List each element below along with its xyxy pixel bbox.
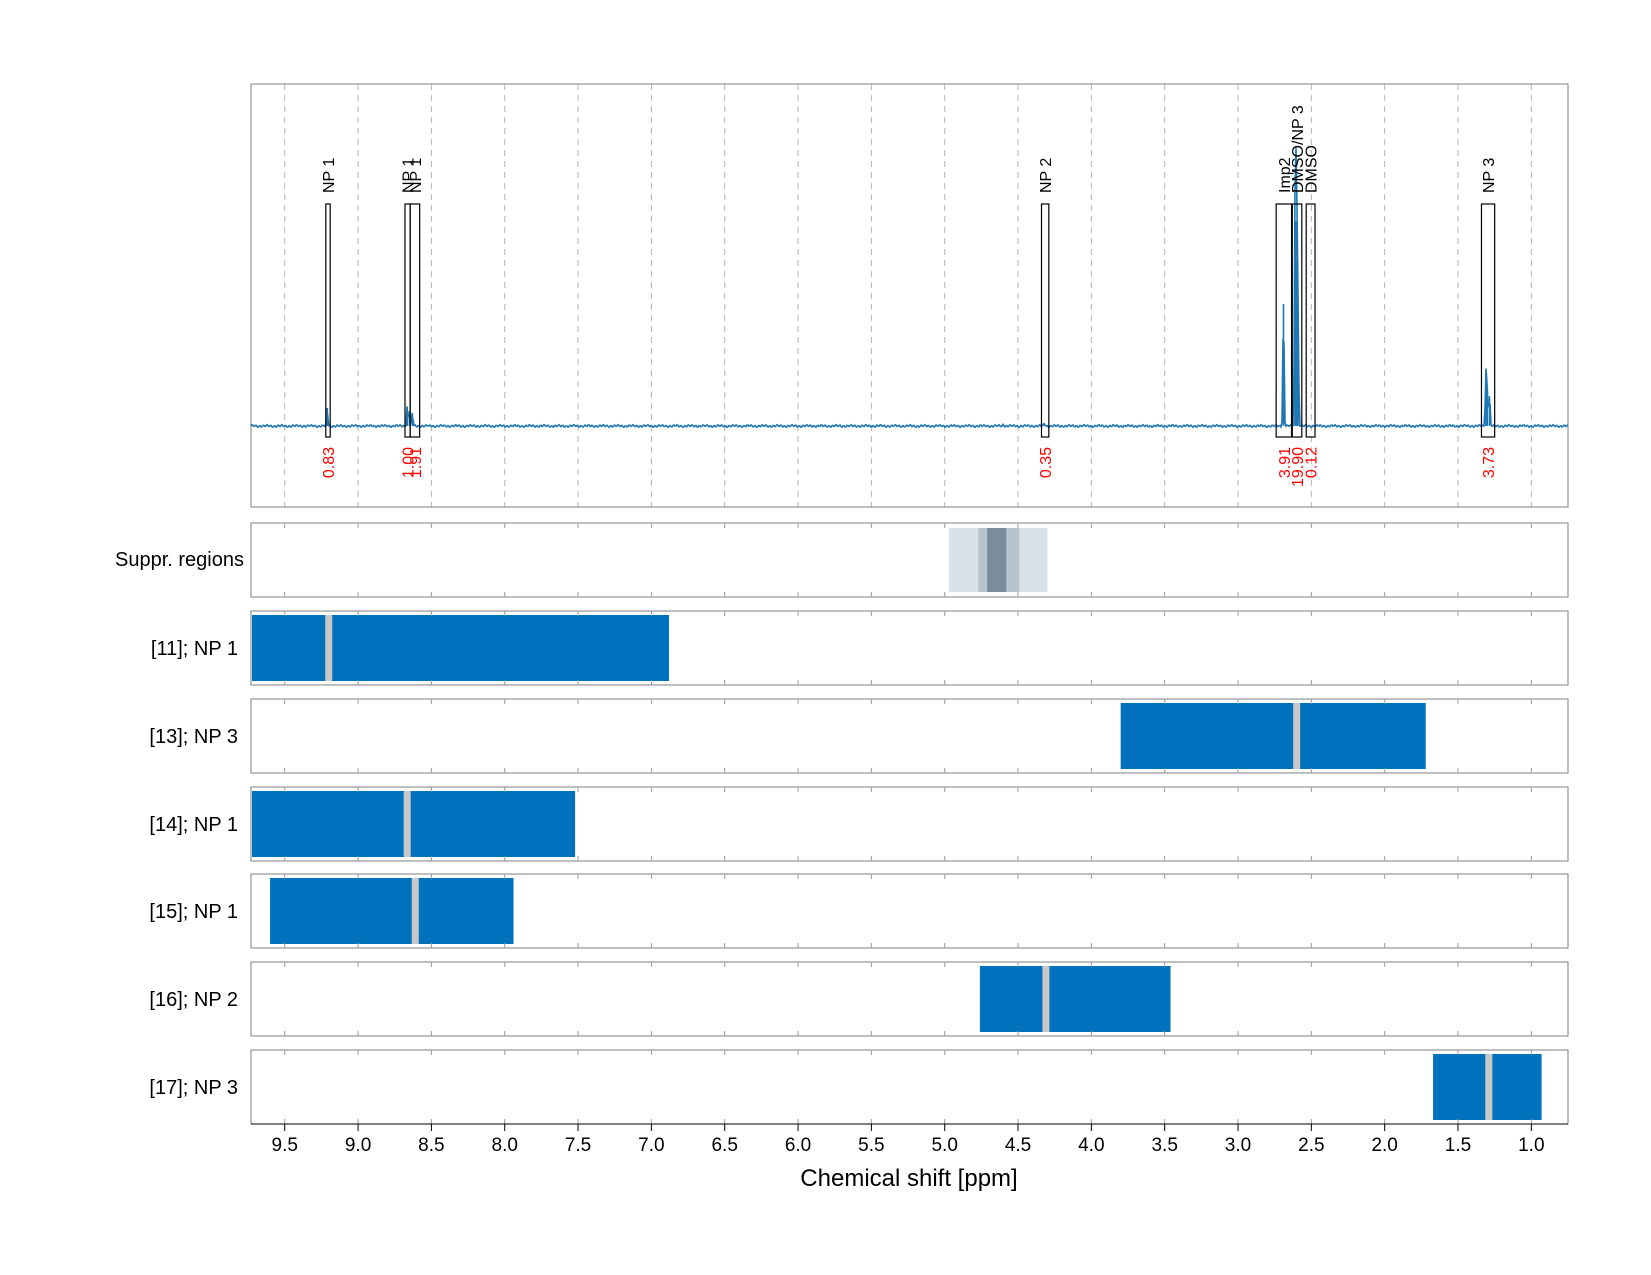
track-marker	[1485, 1054, 1493, 1120]
integral-label: 3.73	[1481, 447, 1498, 478]
track-label: [11]; NP 1	[151, 638, 238, 660]
integral-label: 3.91	[1277, 447, 1294, 478]
region-label: NP 3	[1481, 158, 1498, 193]
track-marker	[1042, 966, 1050, 1032]
x-tick-label: 3.0	[1225, 1135, 1251, 1156]
suppression-panel-frame	[250, 522, 1569, 598]
track-label: [17]; NP 3	[149, 1077, 238, 1099]
track-label: [13]; NP 3	[149, 726, 238, 748]
track-label: [16]; NP 2	[149, 989, 238, 1011]
region-box	[1291, 203, 1303, 438]
region-label: NP 1	[401, 158, 418, 193]
track-bar	[252, 615, 669, 681]
track-panel-frame	[250, 961, 1569, 1037]
region-label: NP 2	[1038, 158, 1055, 193]
track-label: [14]; NP 1	[149, 814, 238, 836]
region-box	[409, 203, 421, 438]
region-box	[1480, 203, 1496, 438]
integral-label: 1.00	[401, 447, 418, 478]
x-tick-label: 5.0	[931, 1135, 957, 1156]
x-tick-label: 8.5	[418, 1135, 444, 1156]
spectrum-frame	[250, 83, 1569, 508]
x-tick-label: 2.0	[1371, 1135, 1397, 1156]
track-panel-frame	[250, 1049, 1569, 1125]
x-tick-label: 5.5	[858, 1135, 884, 1156]
x-axis: 9.5 9.0 8.5 8.0 7.5 7.0 6.5 6.0 5.5 5.0 4.5 4.0 3.5 3…	[251, 1123, 1568, 1156]
track-marker	[411, 878, 419, 944]
x-tick-label: 1.5	[1445, 1135, 1471, 1156]
region-label: Imp2	[1277, 157, 1294, 193]
region-box	[1305, 203, 1316, 438]
x-tick-label: 8.0	[492, 1135, 518, 1156]
track-bar	[252, 791, 576, 857]
track-bar	[979, 966, 1171, 1032]
x-tick-label: 7.0	[638, 1135, 664, 1156]
integral-label: 1.91	[408, 447, 425, 478]
integral-label: 19.90	[1290, 447, 1307, 487]
x-tick-label: 9.5	[272, 1135, 298, 1156]
track-marker	[325, 615, 333, 681]
x-tick-label: 6.0	[785, 1135, 811, 1156]
region-box	[404, 203, 411, 438]
x-tick-label: 1.0	[1518, 1135, 1544, 1156]
integral-label: 0.35	[1038, 447, 1055, 478]
grid-lines	[284, 84, 1532, 507]
region-label: NP 1	[408, 158, 425, 193]
track-panels: Suppr. regions [11]; NP 1 [13]; NP 3 [14]; …	[115, 522, 1569, 1125]
track-label: [15]; NP 1	[149, 901, 238, 923]
track-marker	[403, 791, 411, 857]
track-bar	[270, 878, 514, 944]
x-tick-label: 4.0	[1078, 1135, 1104, 1156]
region-label: DMSO/NP 3	[1290, 105, 1307, 193]
suppression-label: Suppr. regions	[115, 549, 244, 571]
x-tick-label: 9.0	[345, 1135, 371, 1156]
region-boxes: NP 1 0.83 NP 1 1.00 NP 1 1.91 NP 2 0.35 Imp2 3.91…	[321, 105, 1498, 487]
integral-label: 0.83	[321, 447, 338, 478]
region-box	[1040, 203, 1050, 438]
x-tick-label: 3.5	[1151, 1135, 1177, 1156]
region-label: DMSO	[1304, 145, 1321, 193]
x-tick-label: 7.5	[565, 1135, 591, 1156]
x-tick-label: 4.5	[1005, 1135, 1031, 1156]
region-label: NP 1	[321, 158, 338, 193]
x-tick-label: 6.5	[711, 1135, 737, 1156]
region-box	[1275, 203, 1293, 438]
integral-label: 0.12	[1304, 447, 1321, 478]
track-bar	[1120, 703, 1426, 769]
x-tick-label: 2.5	[1298, 1135, 1324, 1156]
spectrum-panel: NP 1 0.83 NP 1 1.00 NP 1 1.91 NP 2 0.35 Imp2 3.91…	[250, 83, 1569, 508]
track-marker	[1293, 703, 1301, 769]
x-axis-label: Chemical shift [ppm]	[800, 1165, 1017, 1192]
suppression-band	[987, 528, 1007, 592]
region-box	[325, 203, 331, 438]
spectrum-line	[250, 148, 1569, 429]
